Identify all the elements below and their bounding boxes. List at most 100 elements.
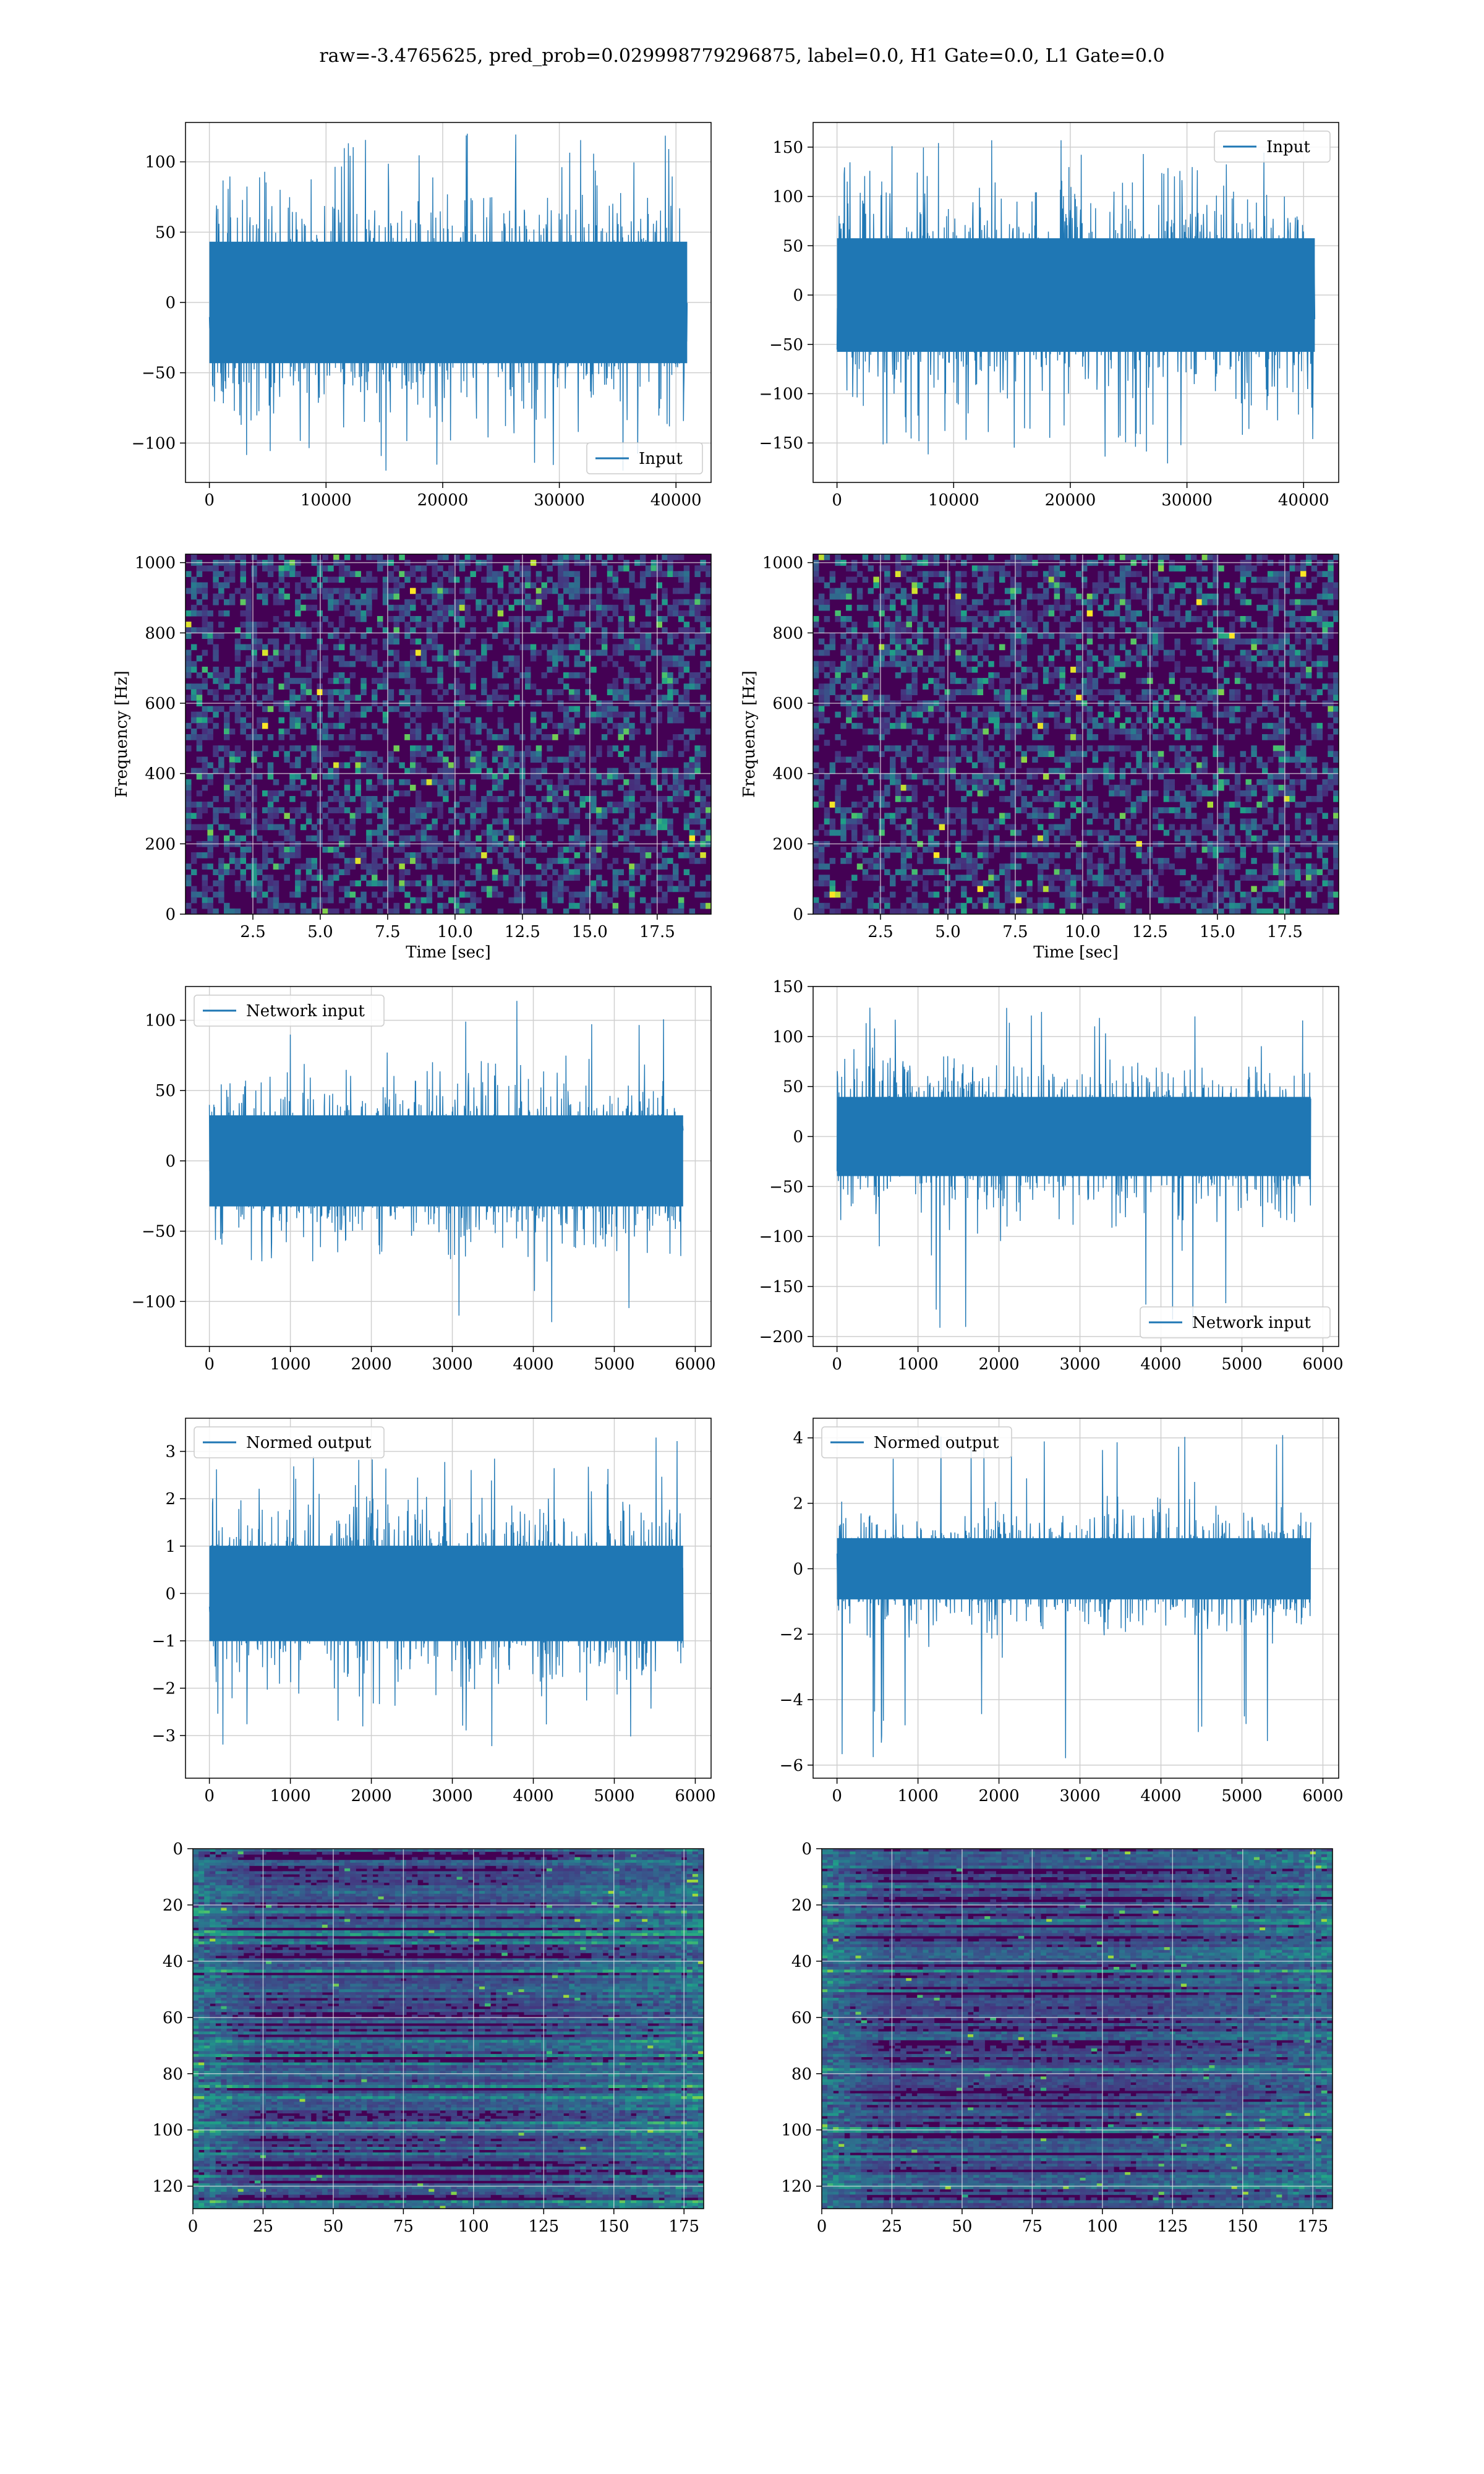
h1-spectrogram-cells <box>186 554 711 914</box>
h1-input-ytick-label: 100 <box>145 153 176 172</box>
l1-normed-output-ytick-label: −6 <box>780 1757 803 1775</box>
l1-network-input-ytick-label: −150 <box>759 1278 803 1296</box>
h1-spectrogram-xtick-label: 7.5 <box>375 923 400 941</box>
l1-normed-output-xtick-label: 4000 <box>1140 1787 1181 1805</box>
h1-network-input-frame <box>185 986 712 1347</box>
l1-feature-map-xtick-label: 75 <box>1022 2217 1043 2236</box>
h1-feature-map-xtick-label: 75 <box>393 2217 414 2236</box>
h1-normed-output-xtick-label: 5000 <box>594 1787 634 1805</box>
l1-network-input-frame <box>812 986 1339 1347</box>
h1-spectrogram-xtick-label: 12.5 <box>505 923 540 941</box>
h1-spectrogram-ytick-label: 800 <box>145 624 176 643</box>
h1-network-input-series-band-0 <box>209 1115 683 1207</box>
h1-feature-map-xtick-label: 125 <box>528 2217 559 2236</box>
h1-normed-output-xtick-label: 1000 <box>270 1787 311 1805</box>
h1-spectrogram-ylabel: Frequency [Hz] <box>113 670 131 798</box>
h1-spectrogram-panel: 2.5 5.0 7.5 10.0 12.5 15.0 17.5 0 200 400 600 800 10… <box>113 554 712 962</box>
l1-normed-output-xtick-label: 0 <box>832 1787 842 1805</box>
l1-network-input-series-band-0 <box>837 1097 1311 1176</box>
l1-network-input-xtick-label: 5000 <box>1221 1355 1262 1374</box>
l1-spectrogram-xlabel: Time [sec] <box>1033 943 1119 962</box>
l1-feature-map-ytick-label: 40 <box>791 1953 812 1971</box>
h1-normed-output-legend: Normed output <box>194 1426 385 1458</box>
h1-input-ytick-label: 0 <box>165 294 176 312</box>
l1-feature-map-xtick-label: 175 <box>1297 2217 1328 2236</box>
h1-network-input-xtick-label: 4000 <box>513 1355 553 1374</box>
h1-network-input-xtick-label: 0 <box>204 1355 215 1374</box>
h1-feature-map-frame <box>192 1848 704 2209</box>
l1-normed-output-xtick-label: 2000 <box>978 1787 1019 1805</box>
l1-spectrogram-ytick-label: 0 <box>793 905 803 924</box>
h1-network-input-xtick-label: 6000 <box>675 1355 715 1374</box>
h1-normed-output-xtick-label: 6000 <box>675 1787 715 1805</box>
l1-input-ytick-label: −50 <box>769 336 803 354</box>
h1-feature-map-ytick-label: 40 <box>163 1953 183 1971</box>
l1-network-input-ytick-label: 100 <box>772 1028 803 1047</box>
l1-spectrogram-ytick-label: 200 <box>772 835 803 854</box>
h1-feature-map-xtick-label: 150 <box>599 2217 629 2236</box>
h1-normed-output-xtick-label: 3000 <box>432 1787 472 1805</box>
l1-input-ytick-label: 0 <box>793 286 803 305</box>
h1-normed-output-legend-label: Normed output <box>246 1434 372 1452</box>
h1-spectrogram-ytick-label: 600 <box>145 695 176 713</box>
l1-input-xtick-label: 10000 <box>928 491 979 510</box>
h1-network-input-xtick-label: 1000 <box>270 1355 311 1374</box>
l1-spectrogram-frame <box>812 554 1339 915</box>
l1-spectrogram-xtick-label: 10.0 <box>1065 923 1101 941</box>
l1-input-xtick-label: 20000 <box>1045 491 1096 510</box>
l1-normed-output-ytick-label: 4 <box>793 1429 803 1448</box>
l1-feature-map-xtick-label: 125 <box>1157 2217 1188 2236</box>
h1-network-input-xtick-label: 3000 <box>432 1355 472 1374</box>
l1-spectrogram-ytick-label: 400 <box>772 765 803 784</box>
l1-feature-map-xtick-label: 0 <box>817 2217 827 2236</box>
h1-normed-output-ytick-label: 0 <box>165 1585 176 1603</box>
l1-network-input-ytick-label: −50 <box>769 1178 803 1196</box>
h1-input-xtick-label: 30000 <box>534 491 585 510</box>
l1-input-series-band-0 <box>837 238 1315 352</box>
l1-input-ytick-label: −150 <box>759 434 803 453</box>
l1-spectrogram-xtick-label: 15.0 <box>1200 923 1235 941</box>
h1-normed-output-ytick-label: 3 <box>165 1443 176 1462</box>
h1-feature-map-panel: 0 25 50 75 100 125 150 175 0 20 40 60 80 100 120 <box>152 1840 704 2236</box>
h1-feature-map-ytick-label: 100 <box>152 2121 183 2140</box>
l1-normed-output-ytick-label: 0 <box>793 1560 803 1578</box>
h1-network-input-panel: 0 1000 2000 3000 4000 5000 6000 −100 −50 0 50 100 Ne… <box>132 986 716 1374</box>
l1-input-frame <box>812 122 1339 483</box>
h1-input-series-band-0 <box>209 241 688 364</box>
h1-network-input-xtick-label: 5000 <box>594 1355 634 1374</box>
l1-input-ytick-label: 50 <box>783 237 803 255</box>
l1-network-input-xtick-label: 6000 <box>1302 1355 1343 1374</box>
l1-input-ytick-label: −100 <box>759 385 803 403</box>
h1-network-input-legend-label: Network input <box>246 1002 365 1021</box>
h1-spectrogram-xtick-label: 17.5 <box>639 923 675 941</box>
l1-network-input-panel: 0 1000 2000 3000 4000 5000 6000−200−150−100−50… <box>759 978 1344 1374</box>
l1-network-input-xtick-label: 1000 <box>898 1355 939 1374</box>
h1-spectrogram-ytick-label: 400 <box>145 765 176 784</box>
l1-input-panel: 0 10000 20000 30000 40000 −150 −100 −50 0 50 100 15… <box>759 122 1339 510</box>
h1-spectrogram-xtick-label: 10.0 <box>437 923 473 941</box>
h1-input-xtick-label: 0 <box>204 491 215 510</box>
l1-feature-map-frame <box>821 1848 1333 2209</box>
h1-spectrogram-xtick-label: 15.0 <box>572 923 608 941</box>
l1-network-input-ytick-label: −100 <box>759 1228 803 1246</box>
h1-feature-map-ytick-label: 60 <box>163 2009 183 2027</box>
l1-input-legend: Input <box>1214 131 1331 163</box>
h1-spectrogram-xtick-label: 5.0 <box>307 923 333 941</box>
l1-spectrogram-xtick-label: 12.5 <box>1132 923 1168 941</box>
h1-input-legend: Input <box>586 442 703 474</box>
h1-network-input-ytick-label: 100 <box>145 1012 176 1030</box>
l1-spectrogram-xtick-label: 7.5 <box>1002 923 1028 941</box>
h1-normed-output-panel: 0 1000 2000 3000 4000 5000 6000 −3 −2 −1 0 1 2 3 Norme… <box>152 1418 716 1805</box>
l1-normed-output-legend: Normed output <box>821 1426 1012 1458</box>
l1-normed-output-ytick-label: 2 <box>793 1495 803 1513</box>
l1-feature-map-xtick-label: 50 <box>952 2217 972 2236</box>
l1-normed-output-xtick-label: 6000 <box>1302 1787 1343 1805</box>
l1-normed-output-legend-label: Normed output <box>874 1434 999 1452</box>
h1-spectrogram-xtick-label: 2.5 <box>240 923 265 941</box>
l1-feature-map-panel: 0 25 50 75 100 125 150 175 0 20 40 60 80 100 120 <box>781 1840 1333 2236</box>
h1-feature-map-cells <box>193 1849 704 2209</box>
h1-feature-map-xtick-label: 0 <box>188 2217 198 2236</box>
h1-normed-output-series-band-0 <box>209 1546 683 1641</box>
l1-spectrogram-cells <box>813 554 1339 914</box>
h1-normed-output-ytick-label: −1 <box>152 1632 176 1651</box>
